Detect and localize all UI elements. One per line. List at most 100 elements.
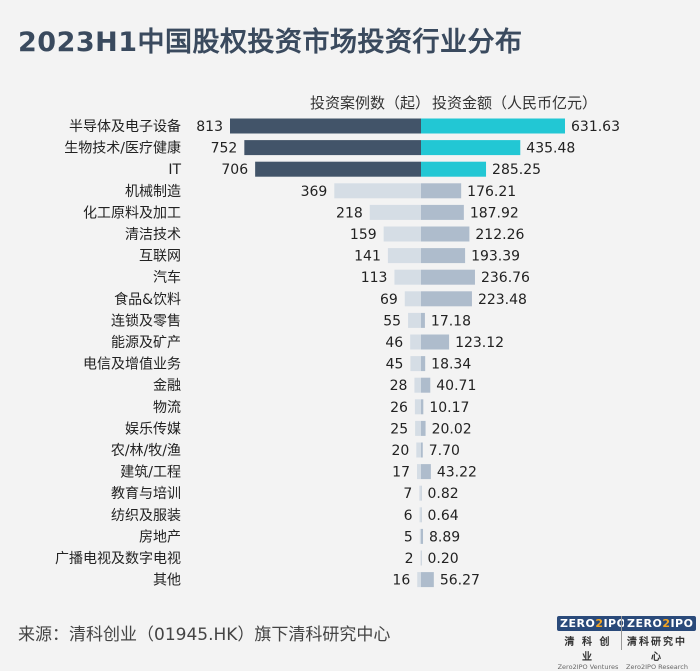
category-label: 汽车 bbox=[153, 269, 181, 286]
amount-value-label: 10.17 bbox=[429, 400, 469, 416]
amount-value-label: 285.25 bbox=[492, 162, 541, 178]
amount-bar bbox=[421, 528, 424, 544]
category-label: 连锁及零售 bbox=[111, 313, 181, 329]
count-bar bbox=[394, 269, 421, 285]
amount-bar bbox=[421, 140, 521, 156]
count-bar bbox=[244, 140, 421, 156]
count-bar bbox=[255, 161, 421, 177]
count-value-label: 16 bbox=[392, 573, 410, 589]
logo-en-text: Zero2IPO Research bbox=[626, 663, 688, 671]
chart-title: 2023H1中国股权投资市场投资行业分布 bbox=[18, 27, 523, 58]
amount-value-label: 223.48 bbox=[478, 292, 527, 308]
count-value-label: 159 bbox=[350, 227, 377, 243]
count-value-label: 141 bbox=[354, 249, 381, 265]
count-value-label: 46 bbox=[385, 335, 403, 351]
category-label: 金融 bbox=[153, 378, 181, 394]
amount-bar bbox=[421, 291, 472, 307]
zero2ipo-ventures-logo: ZERO2IPO 清 科 创 业 Zero2IPO Ventures bbox=[557, 612, 630, 671]
legend-count-label: 投资案例数（起） bbox=[310, 94, 431, 112]
count-bar bbox=[410, 356, 421, 372]
category-label: 机械制造 bbox=[125, 184, 181, 200]
count-value-label: 25 bbox=[390, 421, 408, 437]
count-bar bbox=[404, 291, 421, 307]
amount-bar bbox=[421, 399, 424, 415]
legend-amount-label: 投资金额（人民币亿元） bbox=[432, 94, 598, 112]
amount-bar bbox=[421, 226, 470, 242]
count-bar bbox=[419, 485, 421, 501]
amount-value-label: 8.89 bbox=[429, 529, 460, 545]
count-bar bbox=[417, 572, 421, 588]
count-bar bbox=[414, 399, 421, 415]
count-value-label: 706 bbox=[221, 162, 248, 178]
amount-value-label: 17.18 bbox=[431, 313, 471, 329]
amount-bar bbox=[421, 118, 565, 134]
category-label: 互联网 bbox=[139, 249, 181, 265]
amount-value-label: 0.82 bbox=[428, 486, 459, 502]
amount-value-label: 40.71 bbox=[436, 378, 476, 394]
amount-value-label: 176.21 bbox=[467, 184, 516, 200]
count-value-label: 752 bbox=[211, 141, 238, 157]
count-value-label: 45 bbox=[386, 357, 404, 373]
category-label: 生物技术/医疗健康 bbox=[64, 140, 181, 157]
count-bar bbox=[414, 377, 421, 393]
amount-bar bbox=[421, 464, 431, 480]
logo-divider bbox=[621, 616, 622, 650]
amount-value-label: 631.63 bbox=[571, 119, 620, 135]
category-label: 纺织及服装 bbox=[111, 508, 181, 524]
count-bar bbox=[387, 248, 421, 264]
amount-value-label: 0.20 bbox=[428, 551, 459, 567]
count-value-label: 369 bbox=[301, 184, 328, 200]
zero2ipo-mark: ZERO2IPO bbox=[624, 616, 697, 631]
count-bar bbox=[369, 204, 421, 220]
amount-bar bbox=[421, 334, 450, 350]
amount-value-label: 193.39 bbox=[471, 249, 520, 265]
category-label: 广播电视及数字电视 bbox=[55, 551, 181, 567]
amount-value-label: 187.92 bbox=[470, 205, 519, 221]
count-bar bbox=[419, 507, 421, 523]
amount-value-label: 43.22 bbox=[437, 465, 477, 481]
count-value-label: 26 bbox=[390, 400, 408, 416]
logo-cn-text: 清 科 创 业 bbox=[564, 637, 612, 663]
category-label: 其他 bbox=[153, 573, 181, 589]
amount-value-label: 18.34 bbox=[431, 357, 471, 373]
count-bar bbox=[419, 528, 421, 544]
logo-en-text: Zero2IPO Ventures bbox=[557, 663, 619, 671]
count-bar bbox=[417, 464, 421, 480]
amount-value-label: 236.76 bbox=[481, 270, 530, 286]
amount-value-label: 212.26 bbox=[475, 227, 524, 243]
category-label: 房地产 bbox=[139, 529, 181, 545]
amount-value-label: 20.02 bbox=[432, 421, 472, 437]
count-value-label: 218 bbox=[336, 205, 363, 221]
count-value-label: 17 bbox=[392, 465, 410, 481]
zero2ipo-research-logo: ZERO2IPO 清科研究中心 Zero2IPO Research bbox=[624, 612, 697, 671]
count-value-label: 55 bbox=[383, 313, 401, 329]
count-bar bbox=[383, 226, 421, 242]
amount-bar bbox=[421, 377, 431, 393]
count-bar bbox=[415, 420, 421, 436]
zero2ipo-mark: ZERO2IPO bbox=[557, 616, 630, 631]
amount-bar bbox=[421, 442, 423, 458]
category-label: 化工原料及加工 bbox=[83, 205, 181, 221]
count-value-label: 7 bbox=[403, 486, 412, 502]
category-label: IT bbox=[168, 162, 181, 178]
count-value-label: 20 bbox=[391, 443, 409, 459]
category-label: 娱乐传媒 bbox=[125, 421, 181, 437]
amount-value-label: 56.27 bbox=[440, 573, 480, 589]
category-label: 能源及矿产 bbox=[111, 335, 181, 351]
amount-value-label: 7.70 bbox=[429, 443, 460, 459]
category-label: 建筑/工程 bbox=[120, 465, 181, 481]
count-value-label: 69 bbox=[380, 292, 398, 308]
category-label: 清洁技术 bbox=[125, 227, 181, 243]
amount-bar bbox=[421, 269, 475, 285]
amount-value-label: 123.12 bbox=[455, 335, 504, 351]
amount-bar bbox=[421, 161, 487, 177]
count-bar bbox=[408, 312, 421, 328]
amount-value-label: 0.64 bbox=[428, 508, 459, 524]
source-note: 来源：清科创业（01945.HK）旗下清科研究中心 bbox=[18, 625, 391, 645]
amount-bar bbox=[421, 507, 422, 523]
amount-bar bbox=[421, 356, 426, 372]
category-label: 电信及增值业务 bbox=[83, 357, 181, 373]
count-value-label: 813 bbox=[196, 119, 223, 135]
